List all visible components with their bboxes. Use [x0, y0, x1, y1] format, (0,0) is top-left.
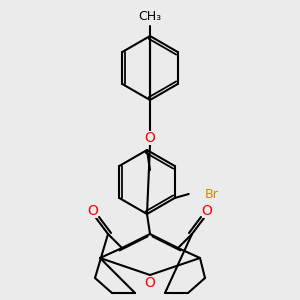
Text: O: O: [202, 204, 212, 218]
Text: Br: Br: [205, 188, 218, 200]
Text: O: O: [88, 204, 98, 218]
Text: O: O: [145, 131, 155, 145]
Text: O: O: [145, 276, 155, 290]
Text: CH₃: CH₃: [138, 10, 162, 22]
